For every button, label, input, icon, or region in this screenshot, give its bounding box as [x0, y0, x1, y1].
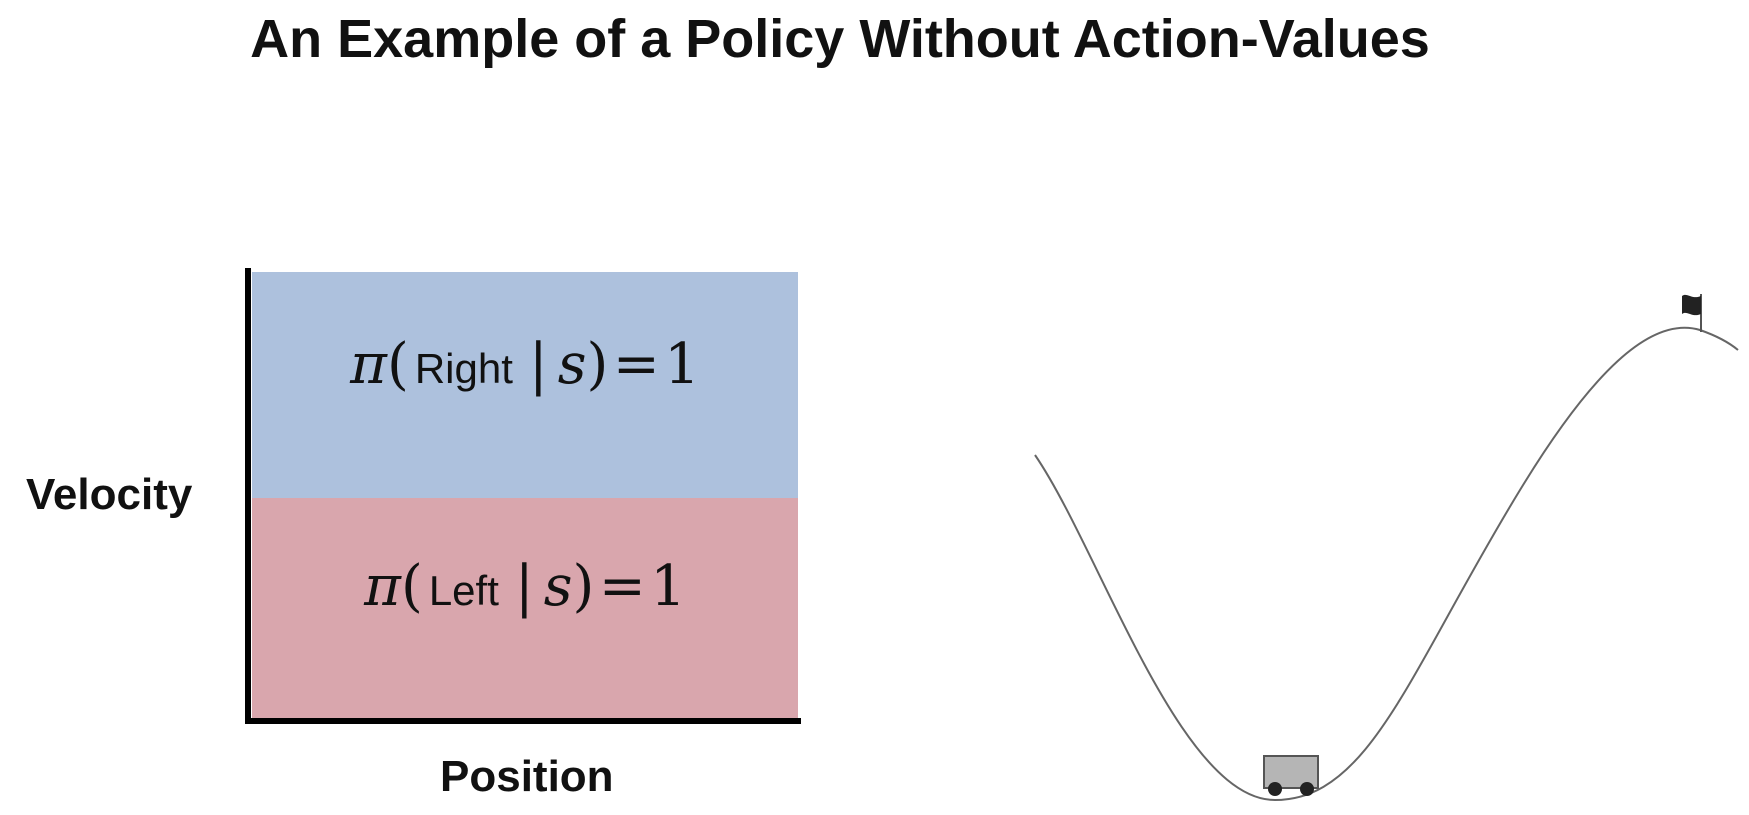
action-label: Left: [428, 567, 499, 614]
mountain-car-scene: [1034, 294, 1739, 802]
policy-region-right: π(Right | s) = 1: [252, 272, 798, 498]
equals-sign: =: [612, 332, 660, 397]
pi-symbol: π: [350, 332, 387, 397]
x-axis-label: Position: [440, 752, 614, 801]
open-paren: (: [386, 332, 409, 397]
page-title: An Example of a Policy Without Action-Va…: [250, 9, 1430, 69]
valley-curve: [1034, 326, 1739, 802]
policy-formula-left: π(Left | s) = 1: [252, 554, 798, 619]
policy-region-left: π(Left | s) = 1: [252, 498, 798, 718]
flag-icon: [1682, 294, 1702, 332]
close-paren: ): [572, 554, 595, 619]
action-label: Right: [414, 345, 513, 392]
probability-value: 1: [664, 332, 700, 397]
policy-formula-right: π(Right | s) = 1: [252, 332, 798, 397]
x-axis-line: [245, 718, 801, 724]
open-paren: (: [400, 554, 423, 619]
y-axis-line: [245, 268, 251, 724]
probability-value: 1: [650, 554, 686, 619]
y-axis-label: Velocity: [26, 470, 193, 519]
equals-sign: =: [598, 554, 646, 619]
state-symbol: s: [543, 554, 573, 619]
close-paren: ): [586, 332, 609, 397]
car-icon: [1263, 755, 1319, 796]
state-symbol: s: [557, 332, 587, 397]
given-bar: |: [528, 332, 548, 397]
given-bar: |: [514, 554, 534, 619]
pi-symbol: π: [364, 554, 401, 619]
